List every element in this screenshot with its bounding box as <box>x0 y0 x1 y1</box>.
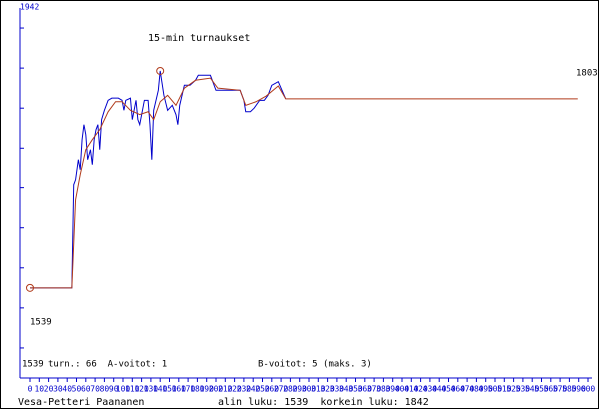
series-line <box>30 77 578 289</box>
x-tick-label: 470 <box>460 385 475 394</box>
x-tick-label: 170 <box>181 385 196 394</box>
x-tick-label: 580 <box>562 385 577 394</box>
x-tick-label: 490 <box>478 385 493 394</box>
author: Vesa-Petteri Paananen <box>18 397 144 408</box>
x-tick-label: 440 <box>432 385 447 394</box>
x-tick-label: 330 <box>330 385 345 394</box>
chart-title: 15-min turnaukset <box>148 33 250 44</box>
x-tick-label: 130 <box>144 385 159 394</box>
x-tick-label: 600 <box>581 385 596 394</box>
x-tick-label: 410 <box>404 385 419 394</box>
x-tick-label: 500 <box>488 385 503 394</box>
x-tick-label: 550 <box>534 385 549 394</box>
x-tick-label: 400 <box>395 385 410 394</box>
x-tick-label: 210 <box>218 385 233 394</box>
x-tick-label: 390 <box>385 385 400 394</box>
x-tick-label: 430 <box>423 385 438 394</box>
x-tick-label: 150 <box>162 385 177 394</box>
x-tick-label: 290 <box>292 385 307 394</box>
point-marker <box>156 66 165 75</box>
x-tick-label: 310 <box>311 385 326 394</box>
frame <box>0 0 599 409</box>
x-tick-label: 270 <box>274 385 289 394</box>
x-tick-label: 60 <box>81 385 91 394</box>
x-tick-label: 260 <box>265 385 280 394</box>
x-tick-label: 530 <box>516 385 531 394</box>
corner-label: 1539 <box>22 360 44 370</box>
top-label: 1942 <box>20 3 39 12</box>
x-tick-label: 380 <box>376 385 391 394</box>
x-tick-label: 70 <box>90 385 100 394</box>
x-tick-label: 350 <box>348 385 363 394</box>
min-label: 1539 <box>30 318 52 328</box>
x-tick-label: 320 <box>320 385 335 394</box>
x-tick-label: 40 <box>62 385 72 394</box>
x-tick-label: 250 <box>255 385 270 394</box>
x-tick-label: 180 <box>190 385 205 394</box>
x-tick-label: 0 <box>28 385 33 394</box>
stats-left: turn.: 66 A-voitot: 1 <box>48 360 167 370</box>
stats-right: B-voitot: 5 (maks. 3) <box>258 360 372 370</box>
x-tick-label: 510 <box>497 385 512 394</box>
x-tick-label: 450 <box>441 385 456 394</box>
x-tick-label: 540 <box>525 385 540 394</box>
x-tick-label: 140 <box>153 385 168 394</box>
x-tick-label: 280 <box>283 385 298 394</box>
x-tick-label: 90 <box>109 385 119 394</box>
x-tick-label: 120 <box>134 385 149 394</box>
x-tick-label: 200 <box>209 385 224 394</box>
x-tick-label: 520 <box>506 385 521 394</box>
x-tick-label: 370 <box>367 385 382 394</box>
x-tick-label: 220 <box>227 385 242 394</box>
x-tick-label: 560 <box>544 385 559 394</box>
x-tick-label: 240 <box>246 385 261 394</box>
end-label: 1803 <box>576 69 598 79</box>
x-tick-label: 10 <box>34 385 44 394</box>
x-tick-label: 30 <box>53 385 63 394</box>
range-text: alin luku: 1539 korkein luku: 1842 <box>218 397 429 408</box>
x-tick-label: 570 <box>553 385 568 394</box>
x-tick-label: 80 <box>100 385 110 394</box>
x-tick-label: 190 <box>199 385 214 394</box>
x-tick-label: 460 <box>451 385 466 394</box>
x-tick-label: 230 <box>237 385 252 394</box>
x-tick-label: 480 <box>469 385 484 394</box>
x-tick-label: 360 <box>358 385 373 394</box>
x-tick-label: 340 <box>339 385 354 394</box>
point-marker <box>26 283 34 292</box>
x-tick-label: 20 <box>44 385 54 394</box>
x-tick-label: 420 <box>413 385 428 394</box>
x-tick-label: 110 <box>125 385 140 394</box>
x-tick-label: 50 <box>72 385 82 394</box>
x-tick-label: 160 <box>172 385 187 394</box>
x-tick-label: 100 <box>116 385 131 394</box>
x-tick-label: 300 <box>302 385 317 394</box>
x-tick-label: 590 <box>571 385 586 394</box>
